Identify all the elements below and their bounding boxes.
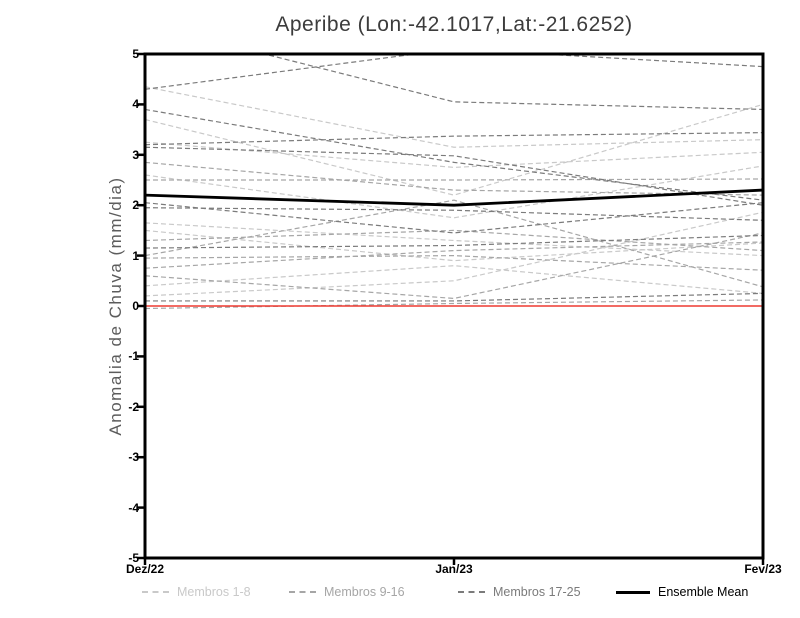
y-tick-label: -3: [128, 450, 139, 465]
x-tick-label: Dez/22: [125, 562, 165, 576]
series-membro-25: [145, 292, 763, 302]
series-membro-13: [145, 254, 763, 271]
series-membro-20: [145, 132, 763, 146]
chart-title: Aperibe (Lon:-42.1017,Lat:-21.6252): [275, 13, 633, 36]
series-membro-21: [145, 146, 763, 206]
series-membro-7: [145, 265, 763, 294]
y-tick-label: -4: [128, 500, 139, 515]
y-tick-label: -2: [128, 399, 139, 414]
y-tick-label: 0: [132, 299, 139, 313]
series-membro-8: [145, 211, 763, 297]
x-tick-label: Fev/23: [744, 562, 782, 576]
series-membro-19: [145, 108, 763, 201]
series-membro-15: [145, 232, 763, 300]
series-membro-12: [145, 199, 763, 288]
series-membro-17: [262, 54, 763, 111]
series-membro-10: [145, 178, 763, 181]
y-tick-label: 4: [132, 97, 139, 112]
series-membro-16: [145, 299, 763, 310]
y-tick-label: -5: [128, 551, 139, 565]
series-membro-1: [145, 86, 763, 148]
series-membro-5: [145, 222, 763, 257]
y-tick-label: 5: [132, 47, 139, 61]
series-membro-24: [145, 234, 763, 249]
series-membro-14: [145, 241, 763, 269]
series-membro-2: [145, 103, 763, 196]
series-membro-6: [145, 229, 763, 262]
series-membro-11: [145, 229, 763, 252]
x-tick-label: Jan/23: [435, 562, 473, 576]
y-tick-label: 1: [132, 248, 139, 263]
series-ensemble-mean: [145, 188, 763, 207]
series-membro-9: [145, 161, 763, 196]
series-membro-4: [145, 165, 763, 219]
y-tick-label: -1: [128, 349, 139, 364]
y-tick-label: 2: [132, 198, 139, 213]
series-membro-23: [145, 207, 763, 221]
series-membro-3: [145, 141, 763, 169]
y-tick-label: 3: [132, 147, 139, 162]
